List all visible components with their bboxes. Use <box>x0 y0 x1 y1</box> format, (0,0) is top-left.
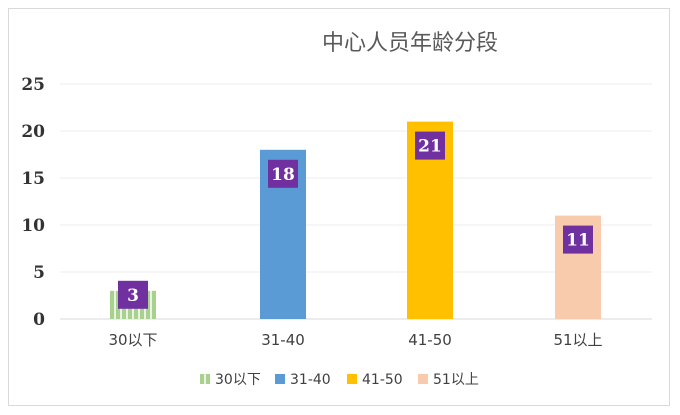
legend-swatch <box>275 374 285 384</box>
data-label: 21 <box>418 137 442 157</box>
y-tick-label: 0 <box>33 310 45 330</box>
legend-entry: 41-50 <box>362 372 403 388</box>
legend-entry: 31-40 <box>290 372 331 388</box>
data-label-box <box>415 131 445 160</box>
legend-swatch <box>418 374 428 384</box>
chart-frame <box>8 8 670 406</box>
y-axis: 0 5 10 15 20 25 <box>21 75 45 330</box>
x-tick-label: 30以下 <box>108 331 157 349</box>
grid-lines <box>60 83 652 320</box>
data-label: 18 <box>271 165 295 185</box>
y-tick-label: 5 <box>33 263 45 283</box>
x-tick-label: 41-50 <box>408 331 452 349</box>
x-tick-label: 51以上 <box>553 331 602 349</box>
legend-swatch <box>200 374 210 384</box>
data-label-box <box>118 280 148 309</box>
data-labels: 3 18 21 11 <box>118 131 593 309</box>
legend: 30以下 31-40 41-50 51以上 <box>200 372 479 388</box>
y-tick-label: 20 <box>21 122 45 142</box>
x-tick-label: 31-40 <box>261 331 305 349</box>
legend-entry: 51以上 <box>433 372 479 388</box>
bars <box>110 121 601 319</box>
y-tick-label: 15 <box>21 169 45 189</box>
data-label: 11 <box>566 231 590 251</box>
x-axis: 30以下 31-40 41-50 51以上 <box>108 331 602 349</box>
chart-title: 中心人员年龄分段 <box>322 31 498 56</box>
legend-swatch <box>347 374 357 384</box>
legend-entry: 30以下 <box>215 372 261 388</box>
y-tick-label: 10 <box>21 216 45 236</box>
data-label-box <box>563 225 593 254</box>
data-label: 3 <box>127 286 139 306</box>
y-tick-label: 25 <box>21 75 45 95</box>
data-label-box <box>268 159 298 188</box>
